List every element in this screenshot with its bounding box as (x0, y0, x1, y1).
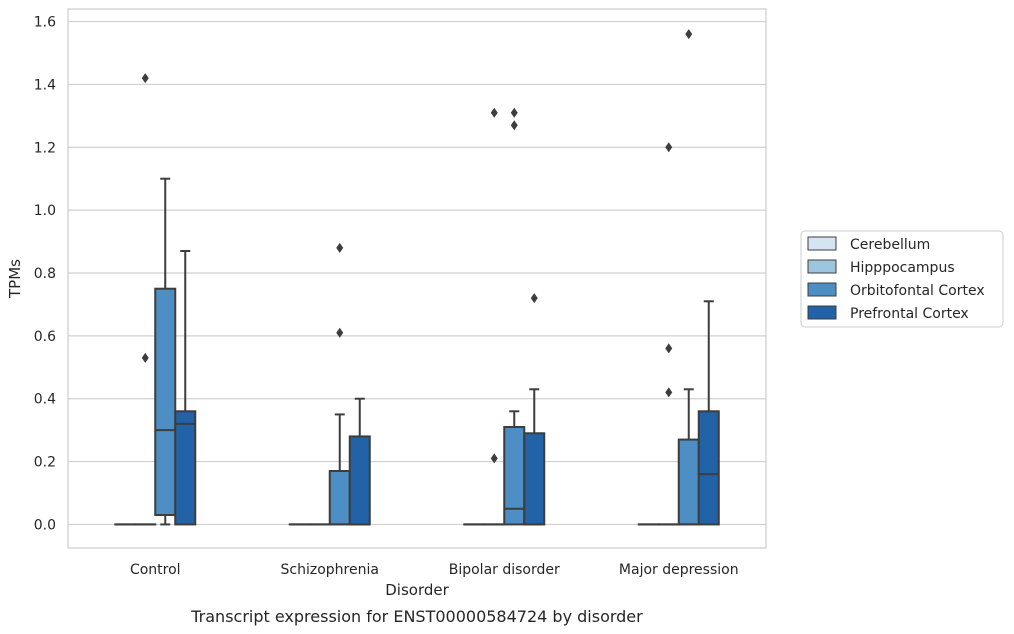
y-axis-tick-labels: 0.0 0.2 0.4 0.6 0.8 1.0 1.2 1.4 1.6 (34, 15, 56, 534)
outlier-point (685, 29, 693, 40)
box-hipppocampus (657, 142, 680, 526)
x-axis-tick-labels: Control Schizophrenia Bipolar disorder Majo… (130, 562, 739, 578)
legend-swatch (807, 236, 837, 251)
box-iqr (523, 432, 546, 526)
box-iqr (697, 410, 720, 526)
y-tick-label: 0.0 (34, 517, 56, 533)
box-prefrontal-cortex (523, 293, 546, 526)
legend-swatch (807, 259, 837, 274)
outlier-point (141, 352, 149, 363)
box-iqr (348, 435, 371, 526)
outlier-point (490, 453, 498, 464)
box-iqr (174, 410, 197, 526)
x-tick-label: Bipolar disorder (449, 562, 560, 578)
x-axis-title: Disorder (385, 581, 449, 599)
legend-swatch (807, 305, 837, 320)
box-prefrontal-cortex (174, 250, 197, 526)
box-groups (114, 29, 720, 526)
box-prefrontal-cortex (697, 300, 720, 526)
outlier-point (665, 142, 673, 153)
box-orbitofontal-cortex (154, 177, 177, 526)
y-axis-title: TPMs (6, 259, 24, 299)
box-hipppocampus (134, 73, 157, 526)
y-tick-label: 1.0 (34, 203, 56, 219)
box-iqr (503, 426, 526, 526)
y-tick-label: 0.6 (34, 329, 56, 345)
box-orbitofontal-cortex (503, 107, 526, 526)
box-iqr (328, 470, 351, 526)
outlier-point (141, 73, 149, 84)
legend-frame (800, 230, 1004, 328)
outlier-point (336, 327, 344, 338)
box-iqr (154, 287, 177, 517)
legend-entry: Prefrontal Cortex (850, 306, 969, 322)
legend: Cerebellum Hipppocampus Orbitofontal Corte… (800, 230, 1004, 328)
outlier-point (665, 343, 673, 354)
outlier-point (490, 107, 498, 118)
chart-caption: Transcript expression for ENST0000058472… (190, 607, 643, 626)
x-tick-label: Control (130, 562, 181, 578)
y-tick-label: 0.4 (34, 392, 56, 408)
y-tick-label: 1.2 (34, 140, 56, 156)
legend-entry: Cerebellum (850, 237, 930, 253)
outlier-point (510, 120, 518, 131)
outlier-point (665, 387, 673, 398)
outlier-point (510, 107, 518, 118)
y-tick-label: 1.4 (34, 77, 56, 93)
x-tick-label: Schizophrenia (281, 562, 379, 578)
y-tick-label: 1.6 (34, 15, 56, 31)
box-prefrontal-cortex (348, 397, 371, 526)
plot-area-frame (67, 8, 767, 549)
y-tick-label: 0.8 (34, 266, 56, 282)
legend-swatch (807, 282, 837, 297)
legend-entry: Hipppocampus (850, 260, 955, 276)
y-tick-label: 0.2 (34, 455, 56, 471)
x-tick-label: Major depression (619, 562, 739, 578)
legend-entry: Orbitofontal Cortex (850, 283, 985, 299)
box-orbitofontal-cortex (328, 242, 351, 526)
outlier-point (336, 242, 344, 253)
box-iqr (677, 438, 700, 526)
outlier-point (530, 293, 538, 304)
